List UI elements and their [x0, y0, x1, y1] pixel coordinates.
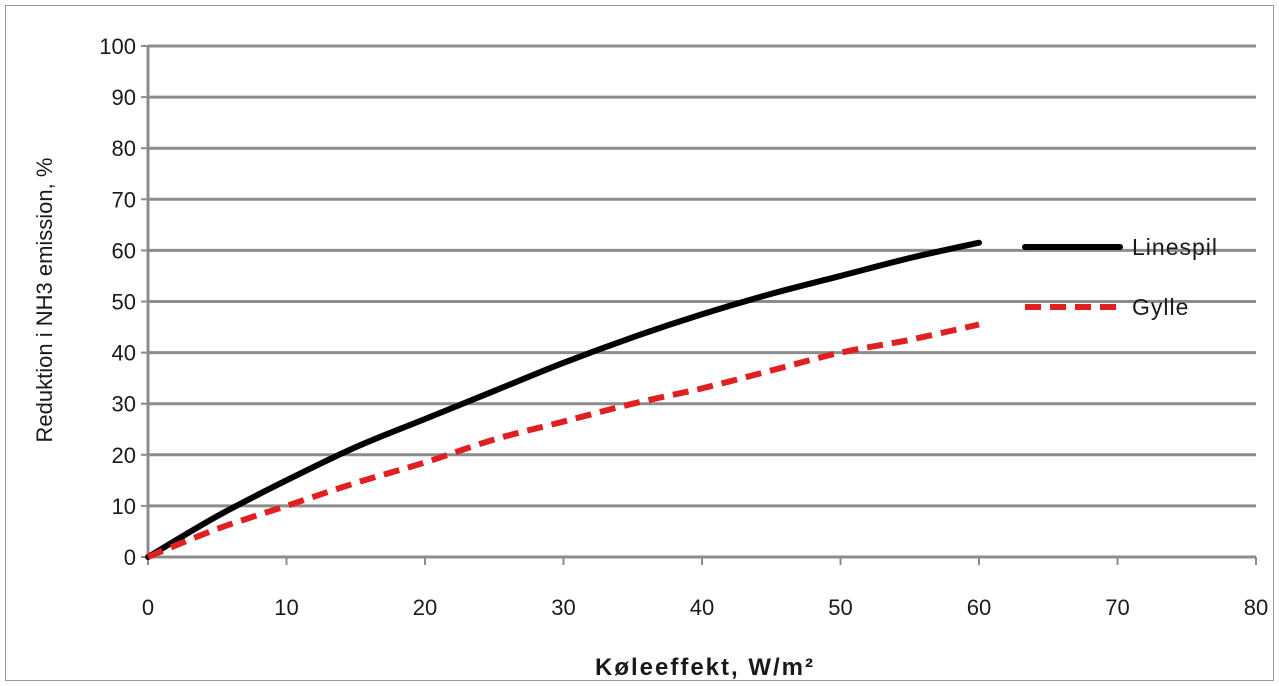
- series-lines: [145, 239, 982, 560]
- x-tick-label-0: 0: [142, 595, 154, 620]
- x-axis-title: Køleeffekt, W/m²: [595, 654, 815, 681]
- series-line-gylle: [146, 321, 980, 560]
- y-tick-label-70: 70: [112, 187, 136, 212]
- y-tick-label-50: 50: [112, 290, 136, 315]
- y-tick-label-60: 60: [112, 238, 136, 263]
- x-tick-label-80: 80: [1244, 595, 1268, 620]
- chart-frame: [5, 5, 1274, 681]
- x-tick-label-30: 30: [551, 595, 575, 620]
- y-tick-label-80: 80: [112, 136, 136, 161]
- x-tick-label-70: 70: [1105, 595, 1129, 620]
- y-axis-title: Reduktion i NH3 emission, %: [32, 158, 57, 443]
- gridlines: [148, 44, 1256, 508]
- y-tick-label-10: 10: [112, 494, 136, 519]
- x-tick-label-60: 60: [967, 595, 991, 620]
- series-line-linespil: [145, 239, 982, 560]
- y-tick-label-0: 0: [124, 545, 136, 570]
- y-tick-label-40: 40: [112, 341, 136, 366]
- y-tick-label-20: 20: [112, 443, 136, 468]
- y-tick-label-30: 30: [112, 392, 136, 417]
- y-tick-label-90: 90: [112, 85, 136, 110]
- x-tick-labels: 0 10 20 30 40 50 60 70 80: [142, 595, 1268, 620]
- x-tick-label-40: 40: [690, 595, 714, 620]
- axes: [141, 45, 1257, 565]
- x-tick-label-20: 20: [413, 595, 437, 620]
- x-tick-label-50: 50: [828, 595, 852, 620]
- legend: Linespil Gylle: [1022, 234, 1218, 320]
- legend-label-gylle: Gylle: [1132, 294, 1189, 320]
- legend-label-linespil: Linespil: [1132, 234, 1218, 260]
- y-tick-labels: 0 10 20 30 40 50 60 70 80 90 100: [99, 34, 136, 570]
- x-tick-label-10: 10: [274, 595, 298, 620]
- y-tick-label-100: 100: [99, 34, 136, 59]
